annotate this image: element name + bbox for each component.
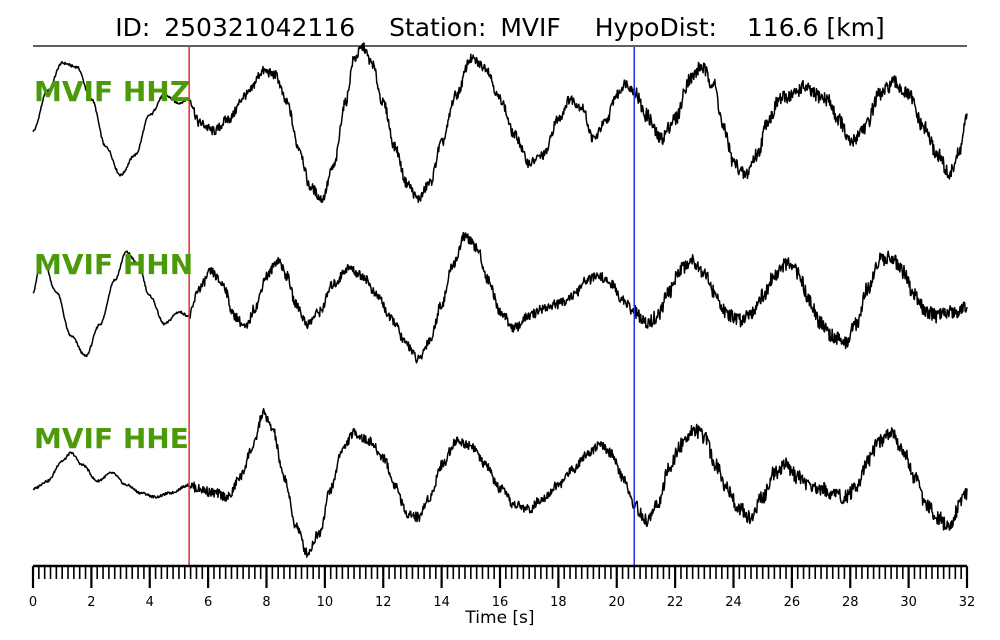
title-hypodist-value: 116.6 [km]: [747, 13, 885, 42]
title-station-value: MVIF: [500, 13, 560, 42]
title-station-label: Station:: [389, 13, 486, 42]
marker-group: [188, 47, 636, 566]
x-tick-label: 0: [29, 595, 37, 610]
x-tick-label: 10: [317, 595, 334, 610]
x-tick-label: 20: [608, 595, 625, 610]
x-tick-label: 30: [900, 595, 917, 610]
title-id-label: ID:: [115, 13, 150, 42]
x-tick-label: 14: [433, 595, 450, 610]
chart-title: ID: 250321042116 Station: MVIF HypoDist:…: [115, 13, 885, 42]
x-tick-label: 12: [375, 595, 392, 610]
x-tick-label: 8: [262, 595, 270, 610]
x-tick-label: 32: [959, 595, 976, 610]
x-tick-label: 18: [550, 595, 567, 610]
x-axis-label: Time [s]: [464, 608, 534, 628]
trace-label-group: MVIF HHZ MVIF HHN MVIF HHE: [34, 75, 193, 455]
title-id-value: 250321042116: [164, 13, 355, 42]
trace-label-3: MVIF HHE: [34, 422, 189, 455]
x-tick-label: 4: [146, 595, 154, 610]
trace-label-1: MVIF HHZ: [34, 75, 190, 108]
x-tick-label: 28: [842, 595, 859, 610]
title-hypodist-label: HypoDist:: [595, 13, 717, 42]
x-tick-label: 2: [87, 595, 95, 610]
x-tick-label: 6: [204, 595, 212, 610]
x-tick-label: 16: [492, 595, 509, 610]
trace-group: [32, 42, 968, 558]
x-tick-label: 24: [725, 595, 742, 610]
x-axis: 0 2 4 6 8 10 12 14 16 18 20 22 24 26 28 30 32: [29, 564, 976, 610]
trace-label-2: MVIF HHN: [34, 248, 193, 281]
x-tick-label: 22: [667, 595, 684, 610]
trace-line-1: [32, 42, 968, 204]
x-tick-label: 26: [784, 595, 801, 610]
